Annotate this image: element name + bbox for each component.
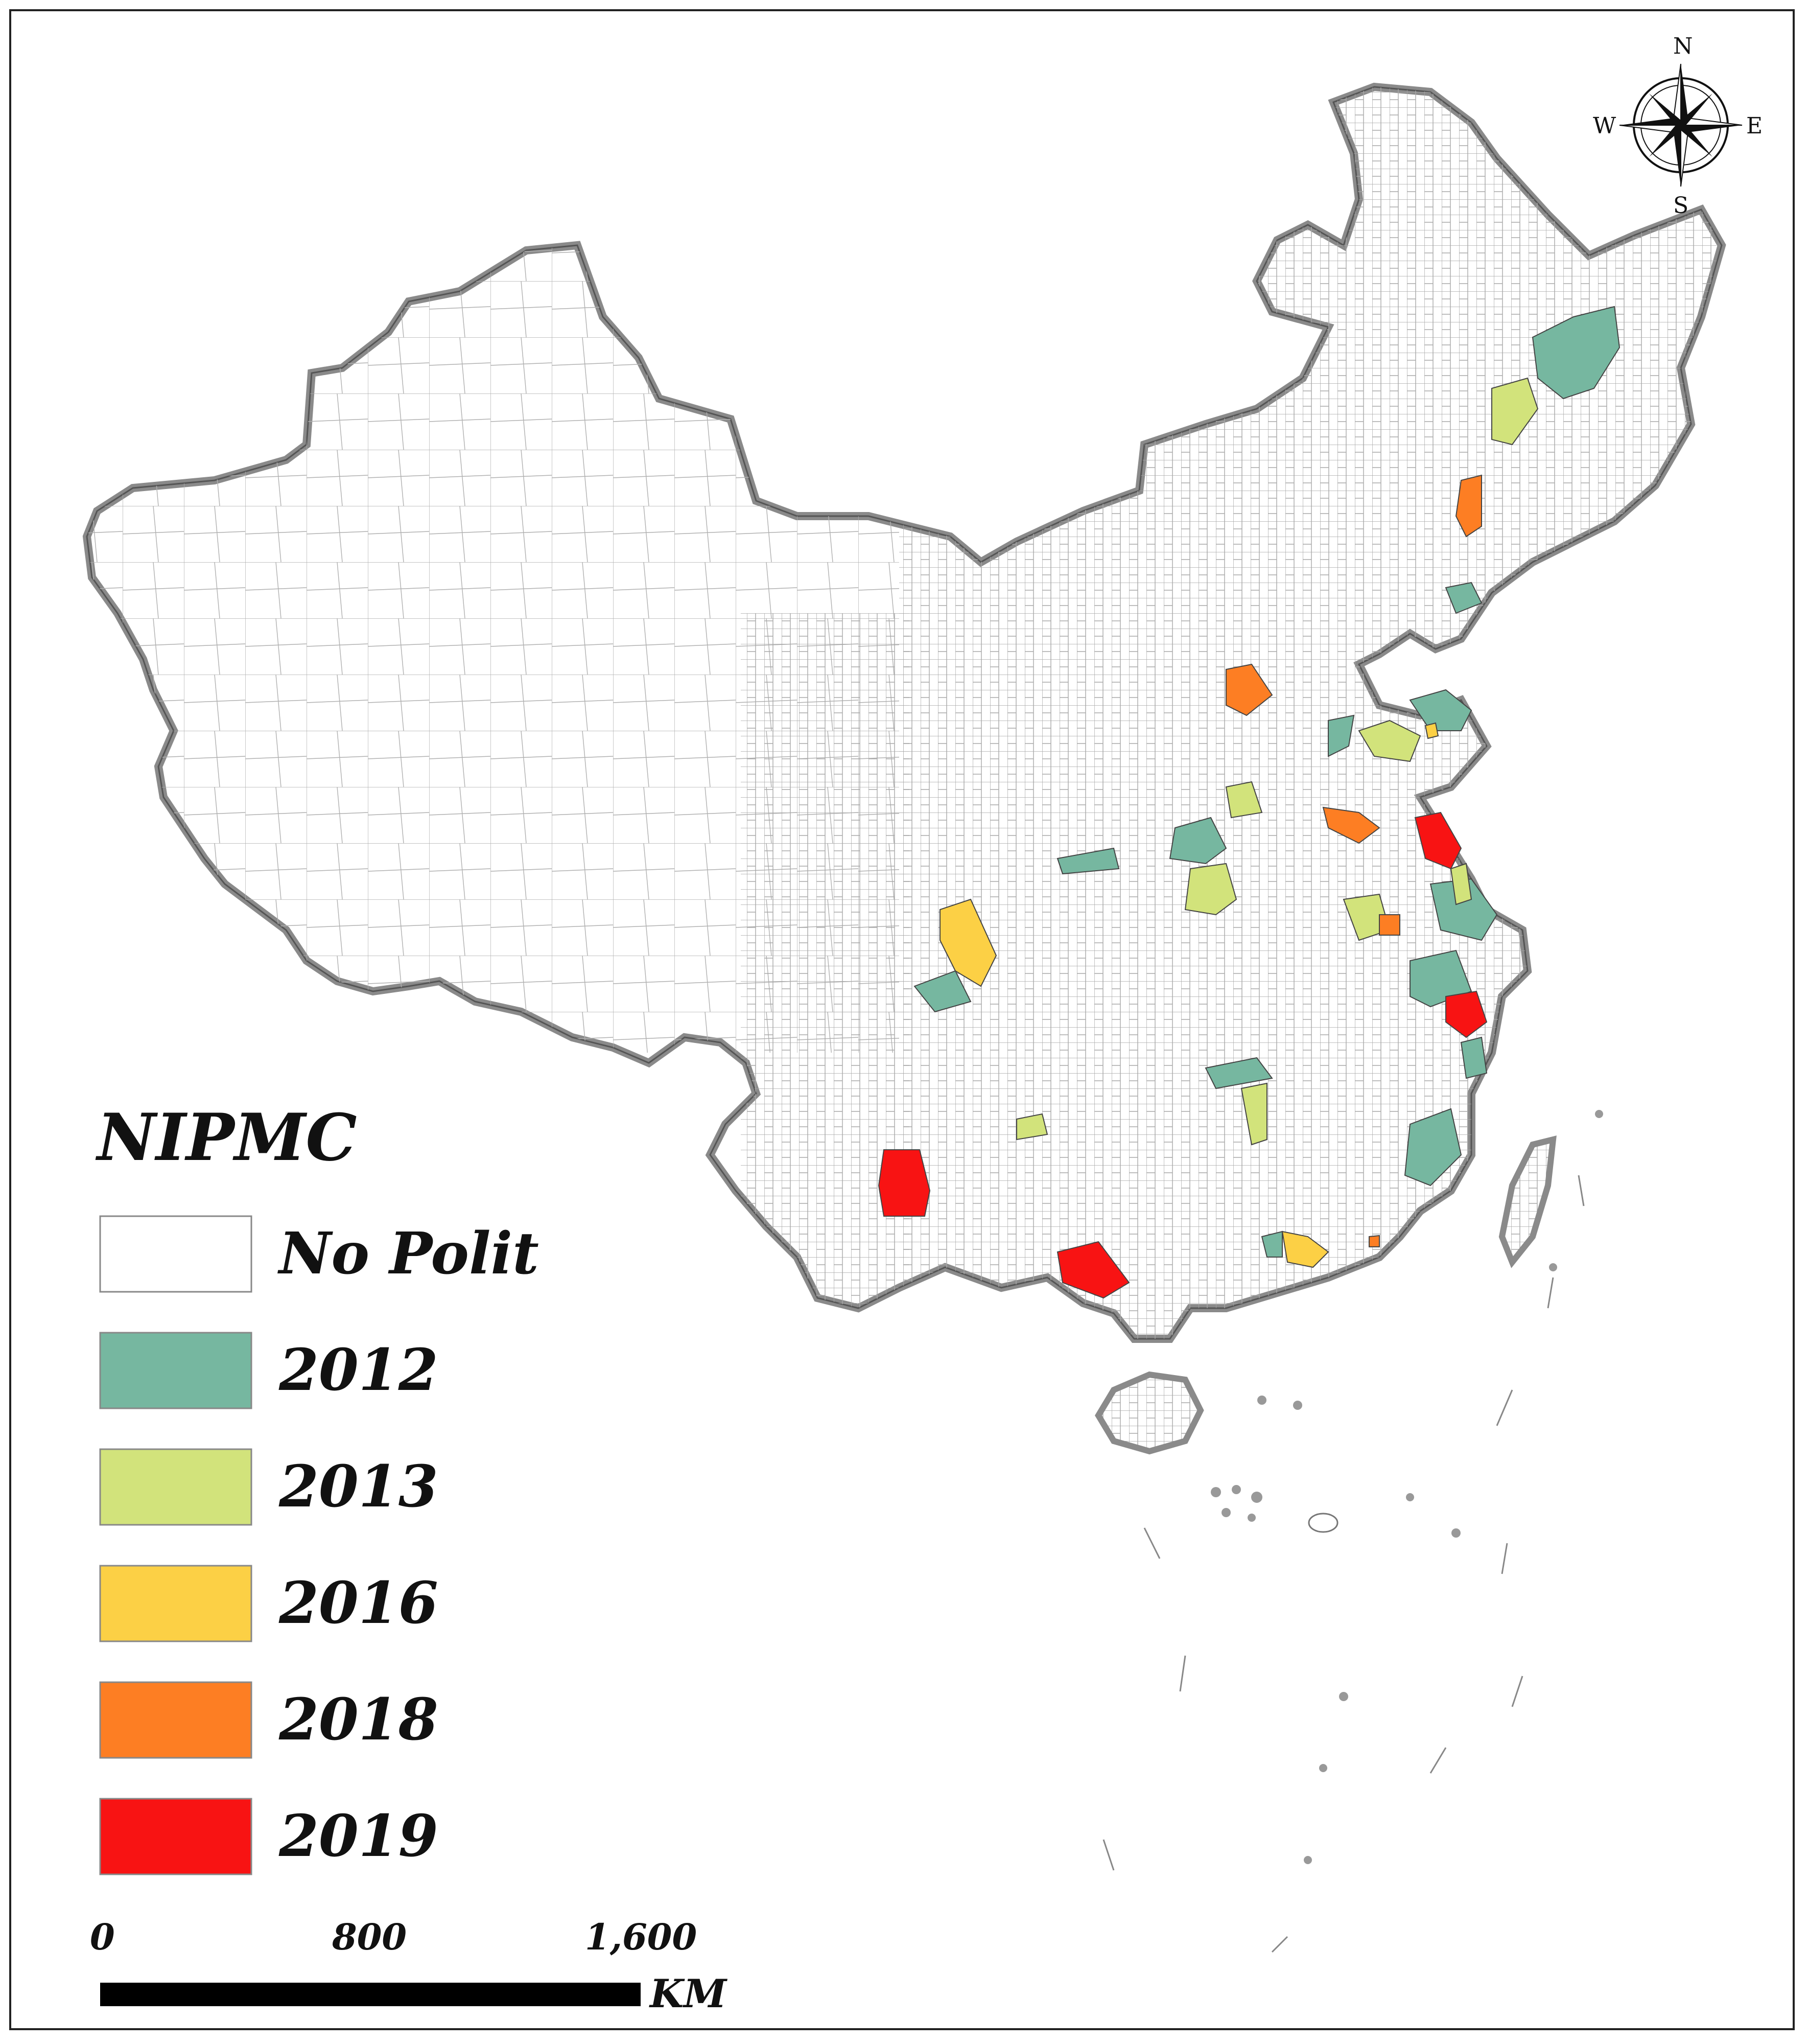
region-2012-liaoning bbox=[1445, 582, 1483, 614]
compass-w: W bbox=[1593, 113, 1616, 139]
region-2019-yunnan bbox=[878, 1149, 931, 1217]
pilot-regions bbox=[878, 306, 1621, 1299]
region-2012-sichuan bbox=[913, 970, 972, 1013]
legend-label-4: 2018 bbox=[278, 1686, 438, 1753]
region-2012-hebei bbox=[1328, 714, 1355, 757]
legend-title: NIPMC bbox=[95, 1100, 357, 1175]
region-2012-guangdong bbox=[1261, 1230, 1283, 1258]
region-2013-jiangsu bbox=[1450, 863, 1472, 905]
region-2016-sichuan bbox=[940, 898, 997, 987]
region-2012-jiangxi bbox=[1205, 1057, 1273, 1089]
region-2018-shanxi bbox=[1226, 663, 1273, 716]
region-2012-fujian bbox=[1404, 1108, 1462, 1187]
region-2018-henan bbox=[1322, 806, 1380, 844]
region-2019-guangxi bbox=[1056, 1241, 1130, 1299]
legend-swatch-5 bbox=[99, 1798, 252, 1875]
legend-swatch-3 bbox=[99, 1565, 252, 1642]
region-2012-shaanxi bbox=[1056, 847, 1120, 875]
region-2016-guangdong bbox=[1281, 1230, 1329, 1268]
scale-unit: KM bbox=[649, 1971, 727, 2016]
scale-bar-rect bbox=[100, 1983, 641, 2006]
nine-dash-line bbox=[1102, 1175, 1585, 1953]
scale-tick-0: 0 bbox=[90, 1916, 115, 1958]
north-arrow: N S E W bbox=[1593, 33, 1763, 219]
legend-swatch-2 bbox=[99, 1448, 252, 1526]
taiwan-island bbox=[1498, 1135, 1557, 1268]
region-2018-liaoning bbox=[1455, 474, 1482, 538]
region-2013-henan bbox=[1184, 863, 1237, 916]
region-2012-zhejiang bbox=[1460, 1036, 1488, 1079]
region-2018-fujian bbox=[1369, 1235, 1380, 1247]
region-2013-jiangxi bbox=[1240, 1082, 1267, 1146]
region-2013-shandong bbox=[1358, 719, 1421, 762]
region-2019-jiangsu bbox=[1414, 811, 1462, 870]
hainan-island bbox=[1095, 1371, 1204, 1455]
region-2013-guizhou bbox=[1016, 1113, 1048, 1141]
legend-label-1: 2012 bbox=[278, 1337, 438, 1404]
scale-bar: 0 800 1,600 KM bbox=[90, 1916, 727, 2016]
region-2018-anhui bbox=[1379, 914, 1400, 936]
scale-tick-1600: 1,600 bbox=[585, 1916, 697, 1958]
legend-label-3: 2016 bbox=[278, 1570, 438, 1637]
legend-swatch-4 bbox=[99, 1681, 252, 1759]
legend-label-0: No Polit bbox=[277, 1220, 539, 1287]
region-2013-henan-north bbox=[1225, 781, 1263, 819]
region-2012-henan bbox=[1169, 817, 1227, 865]
region-2016-shandong bbox=[1424, 722, 1439, 739]
legend-swatch-1 bbox=[99, 1332, 252, 1409]
region-2012-heilongjiang bbox=[1532, 306, 1621, 400]
south-sea-islands bbox=[1211, 1110, 1603, 1864]
scale-tick-800: 800 bbox=[332, 1916, 407, 1958]
region-2013-jilin bbox=[1491, 377, 1539, 446]
compass-e: E bbox=[1746, 113, 1763, 139]
region-2019-zhejiang bbox=[1445, 990, 1488, 1038]
compass-n: N bbox=[1673, 33, 1693, 59]
legend-swatch-0 bbox=[99, 1215, 252, 1293]
compass-s: S bbox=[1673, 193, 1688, 219]
legend-label-2: 2013 bbox=[278, 1453, 438, 1520]
legend: NIPMC No Polit 2012 2013 2016 2018 2019 bbox=[95, 1100, 539, 1875]
legend-label-5: 2019 bbox=[278, 1803, 438, 1870]
